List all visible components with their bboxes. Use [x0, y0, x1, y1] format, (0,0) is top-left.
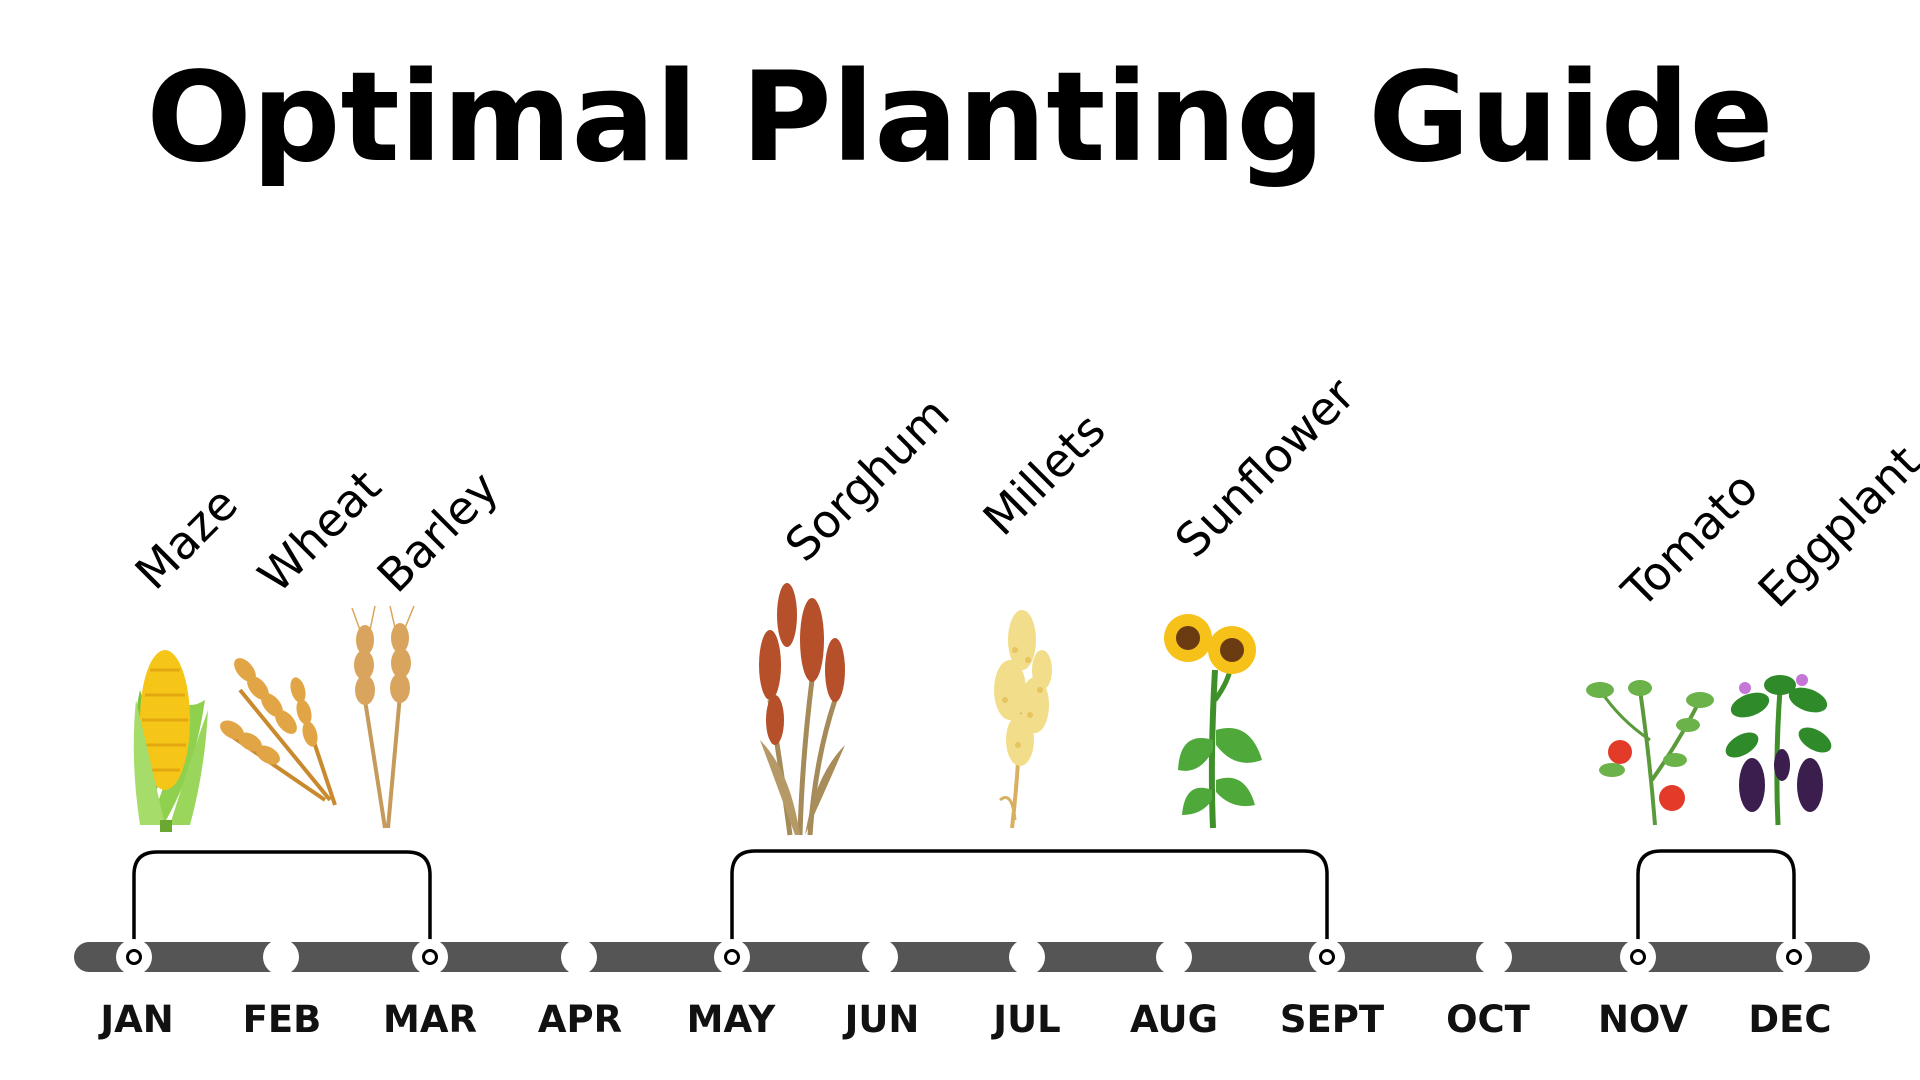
- month-marker-aug: [1156, 939, 1192, 975]
- bracket-endpoint-sept: [1319, 949, 1335, 965]
- millet-icon: [994, 610, 1052, 829]
- month-marker-oct: [1476, 939, 1512, 975]
- crop-label-eggplant: Eggplant: [1748, 435, 1920, 618]
- crop-label-barley: Barley: [367, 461, 509, 603]
- month-label-may: MAY: [687, 998, 777, 1041]
- tomato-plant-icon: [1586, 680, 1714, 826]
- crop-label-wheat: Wheat: [248, 459, 392, 603]
- bracket-endpoint-may: [724, 949, 740, 965]
- month-labels: JAN FEB MAR APR MAY JUN JUL AUG SEPT OCT…: [97, 998, 1831, 1041]
- month-marker-jun: [862, 939, 898, 975]
- page-title: Optimal Planting Guide: [146, 46, 1773, 190]
- season-bracket-may-sept: [730, 849, 1329, 955]
- month-marker-jul: [1009, 939, 1045, 975]
- barley-icon: [351, 605, 415, 829]
- month-label-jan: JAN: [97, 998, 173, 1041]
- month-label-nov: NOV: [1598, 998, 1688, 1041]
- corn-icon: [133, 650, 208, 832]
- crop-label-millets: Millets: [973, 403, 1116, 546]
- month-label-oct: OCT: [1446, 998, 1531, 1041]
- month-label-sept: SEPT: [1280, 998, 1385, 1041]
- eggplant-plant-icon: [1725, 674, 1832, 826]
- month-label-jul: JUL: [990, 998, 1060, 1041]
- bracket-endpoint-dec: [1786, 949, 1802, 965]
- crop-illustrations: [133, 583, 1832, 836]
- sunflower-icon: [1164, 614, 1262, 829]
- month-marker-feb: [263, 939, 299, 975]
- month-markers: [116, 939, 1812, 975]
- season-bracket-jan-mar: [132, 850, 432, 955]
- timeline-bar: [74, 942, 1870, 972]
- crop-label-maze: Maze: [125, 477, 248, 600]
- month-marker-apr: [561, 939, 597, 975]
- bracket-endpoint-nov: [1630, 949, 1646, 965]
- season-brackets: [132, 849, 1796, 955]
- crop-label-sunflower: Sunflower: [1165, 367, 1365, 567]
- month-label-apr: APR: [538, 998, 622, 1041]
- crop-labels: Maze Wheat Barley Sorghum Millets Sunflo…: [125, 367, 1920, 618]
- season-bracket-nov-dec: [1636, 849, 1796, 955]
- wheat-icon: [220, 658, 337, 806]
- month-label-dec: DEC: [1748, 998, 1831, 1041]
- crop-label-sorghum: Sorghum: [775, 387, 960, 572]
- month-label-mar: MAR: [383, 998, 477, 1041]
- month-label-aug: AUG: [1130, 998, 1218, 1041]
- sorghum-icon: [759, 583, 845, 836]
- month-label-jun: JUN: [842, 998, 920, 1041]
- month-label-feb: FEB: [243, 998, 322, 1041]
- crop-label-tomato: Tomato: [1611, 461, 1768, 618]
- bracket-endpoint-mar: [422, 949, 438, 965]
- bracket-endpoint-jan: [126, 949, 142, 965]
